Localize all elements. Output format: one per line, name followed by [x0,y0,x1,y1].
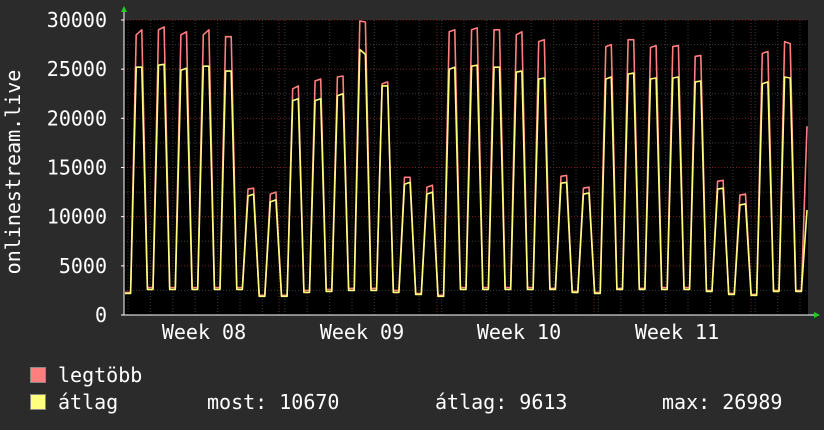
series-line-avg [125,48,808,298]
y-tick-label: 0 [95,303,107,327]
legend-item-max: legtöbb [30,363,142,387]
legend-swatch-max [30,367,46,383]
y-tick-label: 10000 [47,205,107,229]
stat-avg: átlag: 9613 [435,390,568,414]
legend-swatch-avg [30,394,46,410]
y-tick-label: 15000 [47,156,107,180]
x-tick-label: Week 10 [477,320,561,344]
y-tick-label: 5000 [59,254,107,278]
y-axis-arrow-icon [121,6,127,12]
y-axis-label: onlinestream.live [1,70,25,275]
x-tick-label: Week 11 [635,320,719,344]
x-tick-label: Week 09 [320,320,404,344]
legend-label-avg: átlag [58,390,119,414]
stat-now: most: 10670 [207,390,340,414]
x-tick-label: Week 08 [162,320,246,344]
y-tick-label: 20000 [47,106,107,130]
y-tick-label: 30000 [47,8,107,32]
legend-item-avg: átlag [30,390,118,414]
y-tick-label: 25000 [47,57,107,81]
legend-label-max: legtöbb [58,363,143,387]
x-axis-arrow-icon [814,312,820,318]
axis-layer: Week 08 Week 09 Week 10 Week 11 0 5000 10000 15… [47,6,820,344]
stat-max: max: 26989 [662,390,783,414]
data-layer [125,20,808,298]
